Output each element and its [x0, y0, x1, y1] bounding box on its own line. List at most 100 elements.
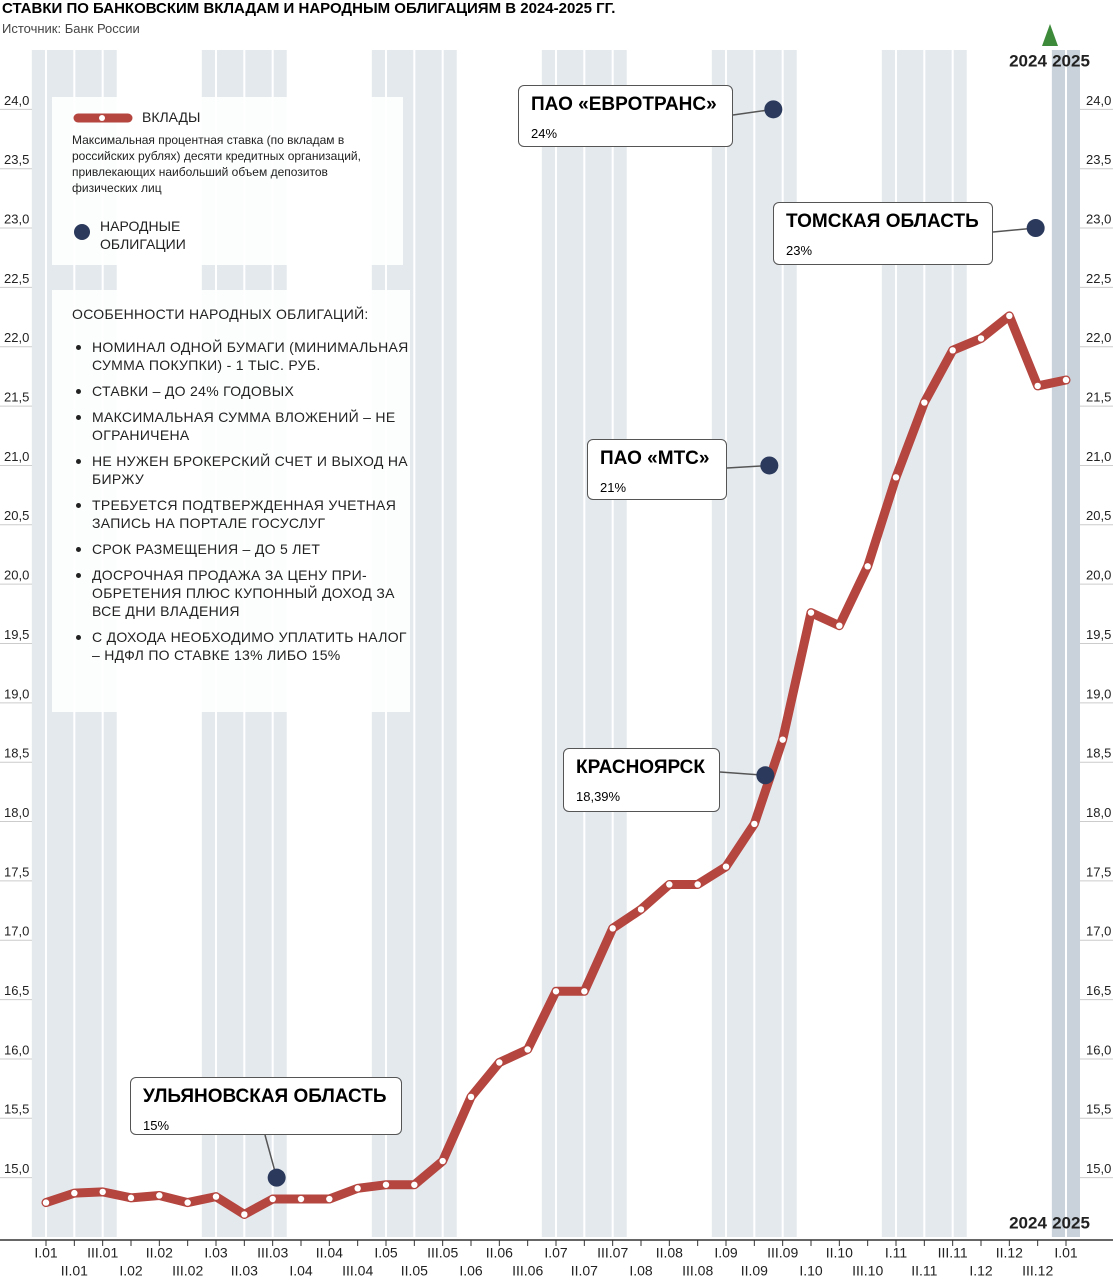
bullet	[76, 635, 81, 640]
legend: ВКЛАДЫ Максимальная процентная ставка (п…	[52, 97, 403, 265]
y-tick-label: 18,5	[4, 746, 29, 761]
x-tick-label: I.01	[34, 1245, 58, 1261]
bond-point	[267, 1168, 286, 1187]
series-point	[921, 399, 928, 406]
x-tick-label: I.02	[119, 1263, 143, 1279]
series-point	[71, 1189, 78, 1197]
y-tick-label: 16,0	[4, 1042, 29, 1057]
y-tick-label-right: 16,5	[1086, 983, 1111, 998]
y-tick-label-right: 15,5	[1086, 1102, 1111, 1117]
series-point	[807, 609, 815, 616]
feature-item: СТАВКИ – ДО 24% ГОДОВЫХ	[72, 382, 410, 400]
y-tick-label-right: 21,0	[1086, 449, 1111, 464]
x-tick-label: III.03	[257, 1245, 288, 1261]
y-tick-label-right: 17,5	[1086, 864, 1111, 879]
bullet	[76, 389, 81, 394]
y-tick-label: 21,0	[4, 449, 29, 464]
y-tick-label-right: 20,0	[1086, 568, 1111, 583]
y-tick-label-right: 21,5	[1086, 390, 1111, 405]
feature-text: ТРЕБУЕТСЯ ПОДТВЕРЖДЕННАЯ УЧЕТНАЯ ЗАПИСЬ …	[92, 497, 397, 531]
series-point	[184, 1199, 191, 1206]
feature-item: СРОК РАЗМЕЩЕНИЯ – ДО 5 ЛЕТ	[72, 540, 410, 558]
annotation-label: ПАО «ЕВРОТРАНС»	[531, 94, 717, 115]
series-point	[1034, 382, 1041, 390]
year-label-bottom: 2024	[1009, 1213, 1047, 1232]
series-point	[99, 1188, 106, 1196]
annotation-value: 15%	[143, 1118, 170, 1133]
series-point	[836, 622, 843, 629]
y-tick-label: 17,5	[4, 864, 29, 879]
feature-item: НОМИНАЛ ОДНОЙ БУМАГИ (МИНИМАЛЬНАЯ СУММА …	[72, 338, 410, 374]
annotation-label: ТОМСКАЯ ОБЛАСТЬ	[786, 211, 979, 232]
x-tick-label: I.01	[1054, 1245, 1078, 1261]
y-tick-label: 20,5	[4, 508, 29, 523]
y-tick-label: 20,0	[4, 568, 29, 583]
series-point	[722, 863, 730, 870]
x-tick-label: III.12	[1022, 1263, 1053, 1279]
bullet	[76, 459, 81, 464]
series-point	[382, 1181, 390, 1188]
x-tick-label: II.04	[316, 1245, 343, 1261]
series-point	[552, 988, 560, 995]
feature-text: СРОК РАЗМЕЩЕНИЯ – ДО 5 ЛЕТ	[92, 541, 321, 557]
x-tick-label: III.09	[767, 1245, 798, 1261]
series-point	[892, 474, 900, 481]
series-point	[581, 988, 588, 995]
y-tick-label: 15,5	[4, 1102, 29, 1117]
series-point	[297, 1195, 305, 1203]
feature-text: СТАВКИ – ДО 24% ГОДОВЫХ	[92, 383, 295, 399]
feature-item: МАКСИМАЛЬНАЯ СУММА ВЛОЖЕНИЙ – НЕ ОГРАНИЧ…	[72, 408, 410, 444]
legend-description: Максимальная процентная ставка (по вклад…	[72, 133, 361, 195]
feature-text: НЕ НУЖЕН БРОКЕРСКИЙ СЧЕТ И ВЫХОД НА БИРЖ…	[92, 453, 408, 487]
y-tick-label: 22,0	[4, 330, 29, 345]
x-tick-label: I.05	[374, 1245, 398, 1261]
y-tick-label: 23,0	[4, 211, 29, 226]
annotation-value: 24%	[531, 126, 558, 141]
y-tick-label: 17,0	[4, 924, 29, 939]
y-tick-label-right: 22,0	[1086, 330, 1111, 345]
series-point	[864, 563, 871, 570]
series-point	[241, 1211, 248, 1218]
y-tick-label-right: 18,0	[1086, 805, 1111, 820]
y-tick-label: 23,5	[4, 152, 29, 167]
legend-bond-name: НАРОДНЫЕ ОБЛИГАЦИИ	[100, 218, 186, 252]
x-tick-label: II.05	[401, 1263, 428, 1279]
annotation-value: 21%	[600, 480, 627, 495]
y-tick-label: 22,5	[4, 271, 29, 286]
x-tick-label: II.02	[146, 1245, 173, 1261]
bullet	[76, 415, 81, 420]
x-tick-label: II.07	[571, 1263, 598, 1279]
y-tick-label: 16,5	[4, 983, 29, 998]
annotation-box: УЛЬЯНОВСКАЯ ОБЛАСТЬ 15%	[130, 1077, 402, 1135]
bullet	[76, 503, 81, 508]
series-point	[524, 1046, 531, 1053]
y-tick-label-right: 24,0	[1086, 93, 1111, 108]
annotation-box: ТОМСКАЯ ОБЛАСТЬ 23%	[773, 202, 993, 265]
x-tick-label: III.08	[682, 1263, 713, 1279]
annotation-value: 18,39%	[576, 789, 621, 804]
x-tick-label: III.01	[87, 1245, 118, 1261]
series-point	[127, 1194, 135, 1202]
x-tick-label: II.12	[996, 1245, 1023, 1261]
series-point	[666, 881, 673, 888]
series-point	[949, 347, 956, 354]
annotation-box: КРАСНОЯРСК 18,39%	[563, 748, 720, 812]
bond-point	[764, 100, 783, 119]
x-tick-label: I.08	[629, 1263, 653, 1279]
x-tick-label: I.11	[885, 1245, 908, 1261]
feature-item: С ДОХОДА НЕОБХОДИМО УПЛАТИТЬ НАЛОГ – НДФ…	[72, 628, 410, 664]
series-point	[496, 1059, 503, 1066]
x-tick-label: I.12	[969, 1263, 993, 1279]
series-point	[1062, 376, 1070, 384]
y-tick-label-right: 19,5	[1086, 627, 1111, 642]
x-tick-label: I.09	[714, 1245, 738, 1261]
series-point	[467, 1093, 475, 1101]
year-label-bottom: 2025	[1052, 1213, 1090, 1232]
series-point	[694, 881, 701, 888]
tree-icon	[1042, 24, 1058, 46]
annotation-box: ПАО «МТС» 21%	[587, 439, 727, 500]
legend-line-icon	[73, 113, 133, 123]
x-tick-label: II.06	[486, 1245, 513, 1261]
y-tick-label-right: 23,0	[1086, 211, 1111, 226]
y-tick-label: 19,5	[4, 627, 29, 642]
